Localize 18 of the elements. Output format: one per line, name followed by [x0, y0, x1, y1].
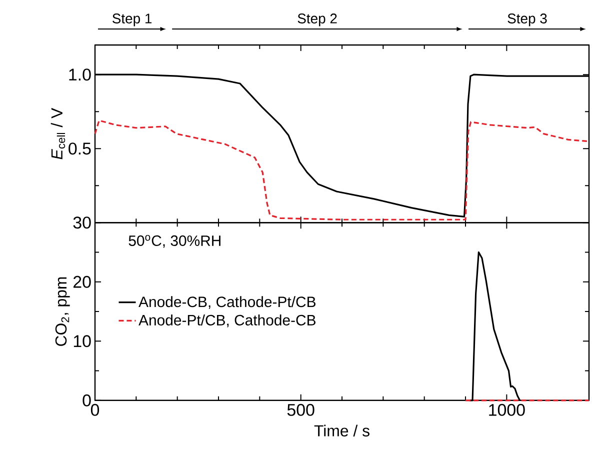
y-tick-label: 30	[73, 216, 91, 229]
annotation: 50$^{o}$C, 30%RH	[128, 235, 220, 248]
y-tick-label: 0	[82, 394, 91, 406]
x-tick-label: 0	[90, 404, 100, 416]
y-tick-label: 1.0	[69, 68, 91, 81]
x-tick-label: 500	[287, 404, 314, 416]
y-tick-label: 10	[74, 335, 91, 348]
text: Step 3	[508, 14, 547, 26]
text: Step 1	[112, 14, 152, 26]
x-axis-title: Time / s	[314, 424, 370, 436]
legend-label: Anode-Pt/CB, Cathode-CB	[138, 314, 316, 328]
y-tick-label: 20	[74, 276, 91, 288]
text: Step 2	[298, 14, 337, 26]
x-tick-label: 1000	[489, 404, 525, 416]
y-axis-title: CO$_{2}$, ppm	[55, 277, 70, 346]
y-axis-title: E$_{cell}$ / V	[50, 108, 66, 160]
legend-label: Anode-CB, Cathode-Pt/CB	[138, 296, 316, 309]
y-tick-label: 0.5	[68, 142, 91, 155]
